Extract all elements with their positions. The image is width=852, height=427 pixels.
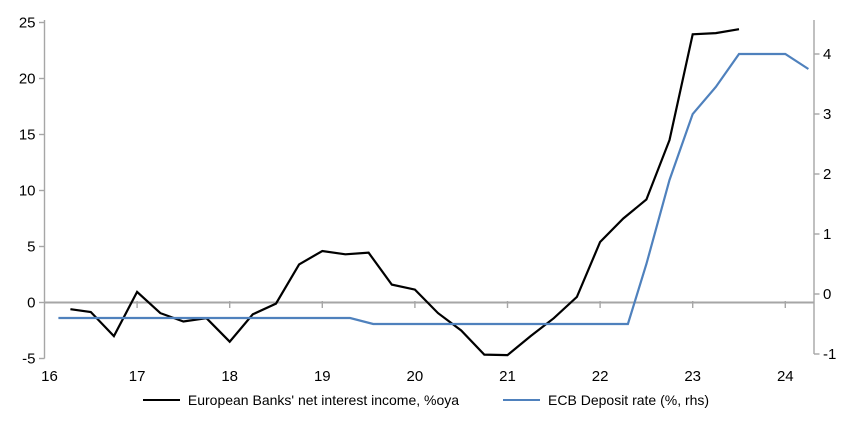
chart-legend: European Banks' net interest income, %oy…	[0, 392, 852, 408]
ecb-series-line	[58, 52, 809, 326]
x-axis-tick-label: 21	[499, 368, 516, 385]
x-axis-tick-label: 24	[777, 368, 794, 385]
right-axis-tick-label: -1	[823, 346, 836, 363]
x-axis-tick-label: 17	[129, 368, 146, 385]
right-axis-tick-label: 4	[823, 46, 831, 63]
left-axis-tick-label: 5	[27, 239, 35, 256]
left-axis-tick-label: 0	[27, 295, 35, 312]
nii-series-line	[70, 28, 740, 357]
legend-item-ecb: ECB Deposit rate (%, rhs)	[503, 392, 709, 408]
nii-line-sample	[142, 398, 180, 402]
x-axis-tick-label: 19	[314, 368, 331, 385]
x-axis-tick-label: 16	[41, 368, 58, 385]
ecb-line-sample	[503, 398, 541, 402]
right-axis-tick-label: 2	[823, 166, 831, 183]
nii-legend-label: European Banks' net interest income, %oy…	[187, 392, 460, 408]
right-axis-tick-label: 3	[823, 106, 831, 123]
legend-item-nii: European Banks' net interest income, %oy…	[142, 392, 460, 408]
left-axis-tick-label: -5	[22, 351, 35, 368]
x-axis-tick-label: 23	[684, 368, 701, 385]
right-axis-tick-label: 1	[823, 226, 831, 243]
right-axis-tick-label: 0	[823, 286, 831, 303]
x-axis-tick-label: 22	[592, 368, 609, 385]
left-axis-tick-label: 10	[19, 183, 36, 200]
left-axis-tick-label: 25	[19, 15, 36, 32]
x-axis-tick-label: 20	[407, 368, 424, 385]
x-axis-tick-label: 18	[221, 368, 238, 385]
left-axis-tick-label: 20	[19, 71, 36, 88]
left-axis-tick-label: 15	[19, 127, 36, 144]
ecb-legend-label: ECB Deposit rate (%, rhs)	[548, 392, 710, 408]
